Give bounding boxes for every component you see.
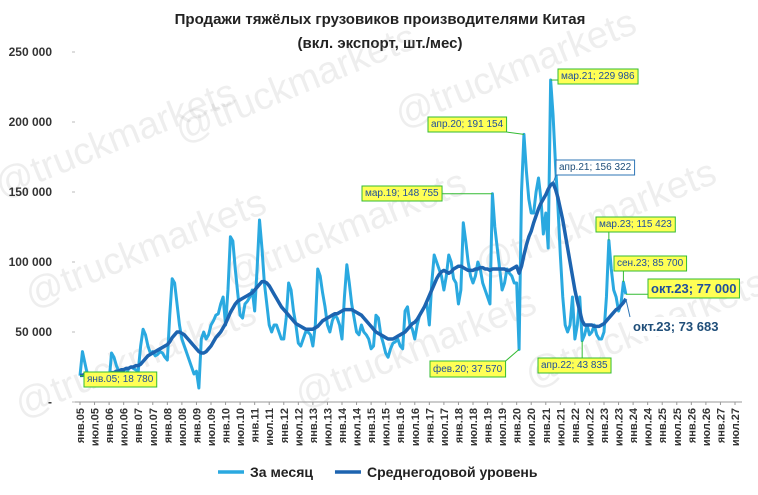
x-tick-label: янв.08 xyxy=(162,408,174,443)
x-tick-label: июл.27 xyxy=(730,408,742,446)
x-tick-label: янв.11 xyxy=(250,408,262,443)
annotation-box xyxy=(647,278,740,299)
x-tick-label: июл.08 xyxy=(177,408,189,446)
annotation-box xyxy=(427,116,508,133)
x-tick-label: янв.25 xyxy=(657,408,669,443)
annotation-box xyxy=(630,317,722,336)
annotation-text: мар.23; 115 423 xyxy=(599,219,672,230)
watermark: @truckmarkets xyxy=(289,281,542,416)
annotation-text: апр.20; 191 154 xyxy=(431,119,504,130)
x-tick-label: янв.18 xyxy=(453,408,465,443)
annotation-text: мар.19; 148 755 xyxy=(365,188,439,199)
x-tick-label: янв.19 xyxy=(483,408,495,443)
y-tick-label: 50 000 xyxy=(15,325,52,339)
annotation: сен.23; 85 700 xyxy=(613,255,688,283)
annotation-text: окт.23; 73 683 xyxy=(633,319,718,334)
annotation-leader xyxy=(506,131,525,135)
x-tick-label: июл.24 xyxy=(643,407,655,446)
annotation: мар.21; 229 986 xyxy=(550,68,639,85)
x-tick-label: июл.14 xyxy=(352,407,364,446)
legend-label: Среднегодовой уровень xyxy=(367,464,538,480)
annotation-text: янв.05; 18 780 xyxy=(87,374,154,385)
x-tick-label: июл.17 xyxy=(439,408,451,446)
x-tick-label: янв.12 xyxy=(279,408,291,443)
annotation-box xyxy=(557,68,639,85)
annotation: апр.22; 43 835 xyxy=(537,340,612,374)
x-tick-label: июл.11 xyxy=(264,408,276,446)
x-tick-label: июл.25 xyxy=(672,408,684,446)
annotation-box xyxy=(537,357,612,374)
annotation-text: окт.23; 77 000 xyxy=(651,281,736,296)
y-tick-label: 100 000 xyxy=(9,255,53,269)
x-tick-label: июл.22 xyxy=(584,408,596,446)
y-tick-label: 200 000 xyxy=(9,115,53,129)
x-tick-label: июл.21 xyxy=(555,408,567,446)
x-tick-label: июл.15 xyxy=(381,408,393,446)
x-tick-label: июл.20 xyxy=(526,408,538,446)
x-tick-label: июл.10 xyxy=(235,408,247,446)
annotation: янв.05; 18 780 xyxy=(80,371,158,388)
x-tick-label: июл.23 xyxy=(614,408,626,446)
x-tick-label: янв.07 xyxy=(133,408,145,443)
annotation: мар.19; 148 755 xyxy=(361,185,493,202)
annotation: окт.23; 73 683 xyxy=(625,298,722,336)
annotation: окт.23; 77 000 xyxy=(625,278,740,299)
annotation-leader xyxy=(505,349,520,362)
chart-subtitle: (вкл. экспорт, шт./мес) xyxy=(298,35,463,52)
y-tick-label: 150 000 xyxy=(9,185,53,199)
annotation-leader xyxy=(552,174,557,184)
annotation-text: апр.22; 43 835 xyxy=(541,360,608,371)
x-tick-label: янв.26 xyxy=(686,408,698,443)
annotation: фев.20; 37 570 xyxy=(429,349,520,378)
x-tick-label: июл.06 xyxy=(119,408,131,446)
annotation-text: апр.21; 156 322 xyxy=(559,162,632,173)
x-tick-label: янв.20 xyxy=(512,408,524,443)
x-tick-label: янв.22 xyxy=(570,408,582,443)
x-tick-label: июл.26 xyxy=(701,408,713,446)
x-tick-label: июл.07 xyxy=(148,408,160,446)
annotation-box xyxy=(361,185,443,202)
x-tick-label: июл.05 xyxy=(90,408,102,446)
x-tick-label: июл.18 xyxy=(468,408,480,446)
annotation-text: сен.23; 85 700 xyxy=(617,258,684,269)
x-tick-label: янв.10 xyxy=(221,408,233,443)
y-tick-label: 250 000 xyxy=(9,45,53,59)
x-tick-label: янв.23 xyxy=(599,408,611,443)
annotation-box xyxy=(555,159,636,176)
x-tick-label: янв.14 xyxy=(337,407,349,443)
y-tick-label: - xyxy=(48,395,52,409)
x-tick-label: янв.06 xyxy=(104,408,116,443)
annotation-text: мар.21; 229 986 xyxy=(561,71,635,82)
annotation-box xyxy=(83,371,158,388)
chart-title: Продажи тяжёлых грузовиков производителя… xyxy=(175,11,586,28)
x-tick-label: янв.17 xyxy=(424,408,436,443)
x-tick-label: янв.24 xyxy=(628,407,640,443)
x-tick-label: июл.12 xyxy=(293,408,305,446)
x-tick-label: июл.19 xyxy=(497,408,509,446)
annotation-text: фев.20; 37 570 xyxy=(433,363,503,375)
x-tick-label: янв.21 xyxy=(541,408,553,443)
annotation-box xyxy=(613,255,688,272)
annotation: мар.23; 115 423 xyxy=(595,216,676,241)
annotation-box xyxy=(595,216,676,233)
annotation: апр.20; 191 154 xyxy=(427,116,525,135)
x-tick-label: янв.15 xyxy=(366,408,378,443)
x-tick-label: янв.05 xyxy=(75,408,87,443)
x-tick-label: янв.13 xyxy=(308,408,320,443)
x-tick-label: янв.09 xyxy=(191,408,203,443)
legend-label: За месяц xyxy=(250,464,313,480)
x-tick-label: янв.27 xyxy=(715,408,727,443)
annotation-box xyxy=(429,360,507,378)
annotation: апр.21; 156 322 xyxy=(552,159,636,184)
x-tick-label: июл.09 xyxy=(206,408,218,446)
series-line xyxy=(80,181,628,378)
x-tick-label: июл.13 xyxy=(322,408,334,446)
x-tick-label: янв.16 xyxy=(395,408,407,443)
annotation-leader xyxy=(625,298,631,318)
x-tick-label: июл.16 xyxy=(410,408,422,446)
